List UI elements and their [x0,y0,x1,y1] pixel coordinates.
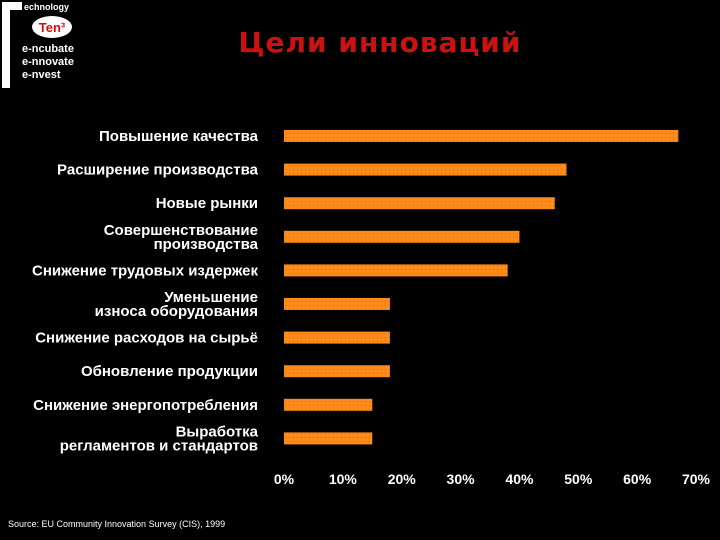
category-label-9: Выработка регламентов и стандартов [60,423,259,454]
bar-7 [284,365,390,378]
category-label-6: Снижение расходов на сырьё [35,330,258,347]
bar-5 [284,298,390,310]
tick-label-2: 20% [388,471,417,487]
tick-label-6: 60% [623,471,652,487]
bar-6 [284,331,390,344]
source-note: Source: EU Community Innovation Survey (… [8,519,226,529]
tick-label-0: 0% [274,471,295,487]
logo-line-1: echnology [24,2,69,12]
x-axis-ticks: 0% 10% 20% 30% 40% 50% 60% 70% [274,471,711,487]
tick-label-3: 30% [447,471,476,487]
bar-8 [284,398,373,411]
tick-label-4: 40% [505,471,534,487]
bar-4 [284,264,508,277]
category-label-2: Новые рынки [156,195,258,212]
bars-group [284,130,679,445]
bar-9 [284,432,373,445]
ten3-logo: echnology Ten³ e-ncubate e-nnovate e-nve… [2,2,74,88]
category-labels: Повышение качества Расширение производств… [32,128,259,454]
tick-label-5: 50% [564,471,593,487]
category-label-3: Совершенствование производства [104,222,259,253]
category-label-5: Уменьшение износа оборудования [95,289,258,320]
logo-line-2: e-ncubate [22,43,74,55]
tick-label-7: 70% [682,471,711,487]
category-label-8: Снижение энергопотребления [33,397,258,414]
logo-line-3: e-nnovate [22,56,74,68]
bar-1 [284,163,567,176]
bar-3 [284,230,520,243]
category-label-1: Расширение производства [57,162,259,179]
logo-line-4: e-nvest [22,69,61,81]
logo-badge: Ten³ [39,20,66,35]
chart-title: Цели инноваций [238,26,522,59]
category-label-4: Снижение трудовых издержек [32,262,258,279]
tick-label-1: 10% [329,471,358,487]
bar-0 [284,130,679,142]
bar-2 [284,197,555,210]
category-label-7: Обновление продукции [81,363,258,380]
category-label-0: Повышение качества [99,128,259,145]
